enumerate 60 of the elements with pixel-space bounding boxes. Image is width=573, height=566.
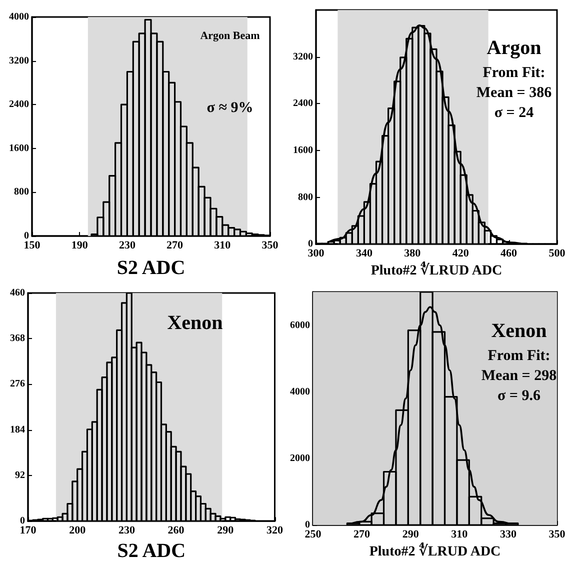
x-tick-label: 350 bbox=[548, 528, 566, 540]
annotation: Mean = 298 bbox=[481, 368, 557, 384]
x-tick-label: 320 bbox=[266, 524, 284, 537]
x-tick-label: 460 bbox=[500, 248, 518, 260]
x-tick-label: 150 bbox=[24, 240, 41, 252]
x-axis-title: Pluto#2 ∜LRUD ADC bbox=[370, 262, 502, 278]
x-tick-label: 230 bbox=[118, 240, 136, 252]
y-tick-label: 4000 bbox=[9, 12, 29, 22]
y-tick-label: 800 bbox=[298, 192, 313, 203]
annotation: Xenon bbox=[167, 312, 223, 334]
y-tick-label: 460 bbox=[10, 288, 25, 298]
x-tick-label: 290 bbox=[402, 528, 420, 540]
x-axis-title: S2 ADC bbox=[117, 540, 186, 562]
y-tick-label: 3200 bbox=[9, 55, 29, 66]
y-tick-label: 6000 bbox=[290, 320, 310, 331]
y-tick-label: 3200 bbox=[293, 51, 313, 62]
y-tick-label: 0 bbox=[305, 520, 310, 530]
y-tick-label: 0 bbox=[20, 516, 25, 527]
annotation: σ = 24 bbox=[494, 105, 534, 121]
y-tick-label: 184 bbox=[10, 424, 25, 436]
y-tick-label: 92 bbox=[15, 470, 25, 481]
x-tick-label: 380 bbox=[404, 248, 422, 260]
annotation: σ = 9.6 bbox=[498, 388, 541, 404]
y-tick-label: 2400 bbox=[293, 98, 313, 110]
x-tick-label: 350 bbox=[262, 240, 279, 252]
x-axis-title: Pluto#2 ∜LRUD ADC bbox=[369, 542, 501, 560]
annotation: From Fit: bbox=[482, 65, 546, 81]
x-tick-label: 250 bbox=[304, 528, 322, 540]
x-tick-label: 500 bbox=[548, 248, 566, 260]
x-tick-label: 300 bbox=[308, 248, 325, 260]
x-tick-label: 340 bbox=[356, 248, 373, 260]
x-tick-label: 200 bbox=[69, 524, 86, 537]
y-tick-label: 2000 bbox=[290, 452, 310, 464]
x-tick-label: 330 bbox=[500, 528, 517, 540]
annotation: Argon Beam bbox=[200, 30, 260, 42]
x-tick-label: 190 bbox=[71, 240, 88, 252]
y-tick-label: 276 bbox=[10, 378, 25, 390]
x-axis-title: S2 ADC bbox=[116, 257, 186, 279]
y-tick-label: 2400 bbox=[9, 99, 29, 110]
x-tick-label: 420 bbox=[452, 248, 470, 260]
annotation: Xenon bbox=[491, 320, 547, 342]
x-tick-label: 260 bbox=[168, 524, 185, 537]
x-tick-label: 230 bbox=[118, 524, 136, 537]
annotation: σ ≈ 9% bbox=[206, 100, 254, 116]
x-tick-label: 270 bbox=[166, 240, 184, 252]
y-tick-label: 0 bbox=[308, 238, 313, 250]
annotation: Argon bbox=[486, 37, 542, 59]
x-tick-label: 310 bbox=[214, 240, 232, 252]
x-tick-label: 310 bbox=[451, 528, 468, 540]
x-tick-label: 170 bbox=[20, 524, 37, 537]
y-tick-label: 4000 bbox=[290, 386, 310, 398]
x-tick-label: 290 bbox=[217, 524, 234, 537]
y-tick-label: 1600 bbox=[293, 144, 313, 156]
y-tick-label: 0 bbox=[24, 230, 29, 242]
annotation: Mean = 386 bbox=[476, 85, 552, 101]
y-tick-label: 368 bbox=[10, 333, 25, 344]
y-tick-label: 800 bbox=[14, 186, 29, 198]
x-tick-label: 270 bbox=[354, 528, 371, 540]
y-tick-label: 1600 bbox=[9, 142, 29, 154]
annotation: From Fit: bbox=[488, 348, 550, 364]
